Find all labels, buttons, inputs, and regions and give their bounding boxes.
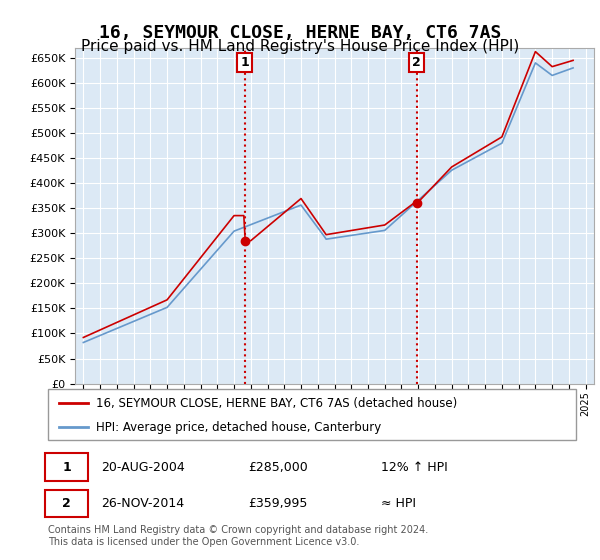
Text: 16, SEYMOUR CLOSE, HERNE BAY, CT6 7AS (detached house): 16, SEYMOUR CLOSE, HERNE BAY, CT6 7AS (d… — [95, 397, 457, 410]
Text: Contains HM Land Registry data © Crown copyright and database right 2024.
This d: Contains HM Land Registry data © Crown c… — [48, 525, 428, 547]
Text: Price paid vs. HM Land Registry's House Price Index (HPI): Price paid vs. HM Land Registry's House … — [81, 39, 519, 54]
Text: ≈ HPI: ≈ HPI — [380, 497, 416, 510]
Text: £359,995: £359,995 — [248, 497, 308, 510]
Text: 26-NOV-2014: 26-NOV-2014 — [101, 497, 184, 510]
Text: 1: 1 — [241, 56, 249, 69]
Text: 1: 1 — [62, 460, 71, 474]
FancyBboxPatch shape — [48, 389, 576, 440]
Text: £285,000: £285,000 — [248, 460, 308, 474]
Text: 12% ↑ HPI: 12% ↑ HPI — [380, 460, 448, 474]
FancyBboxPatch shape — [46, 453, 88, 481]
Text: HPI: Average price, detached house, Canterbury: HPI: Average price, detached house, Cant… — [95, 421, 381, 433]
Text: 2: 2 — [412, 56, 421, 69]
Text: 16, SEYMOUR CLOSE, HERNE BAY, CT6 7AS: 16, SEYMOUR CLOSE, HERNE BAY, CT6 7AS — [99, 24, 501, 42]
Text: 2: 2 — [62, 497, 71, 510]
FancyBboxPatch shape — [46, 489, 88, 517]
Text: 20-AUG-2004: 20-AUG-2004 — [101, 460, 185, 474]
